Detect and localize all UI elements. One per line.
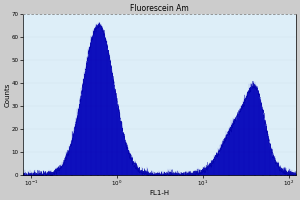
Title: Fluorescein Am: Fluorescein Am [130,4,189,13]
Y-axis label: Counts: Counts [4,82,10,107]
X-axis label: FL1-H: FL1-H [149,190,169,196]
